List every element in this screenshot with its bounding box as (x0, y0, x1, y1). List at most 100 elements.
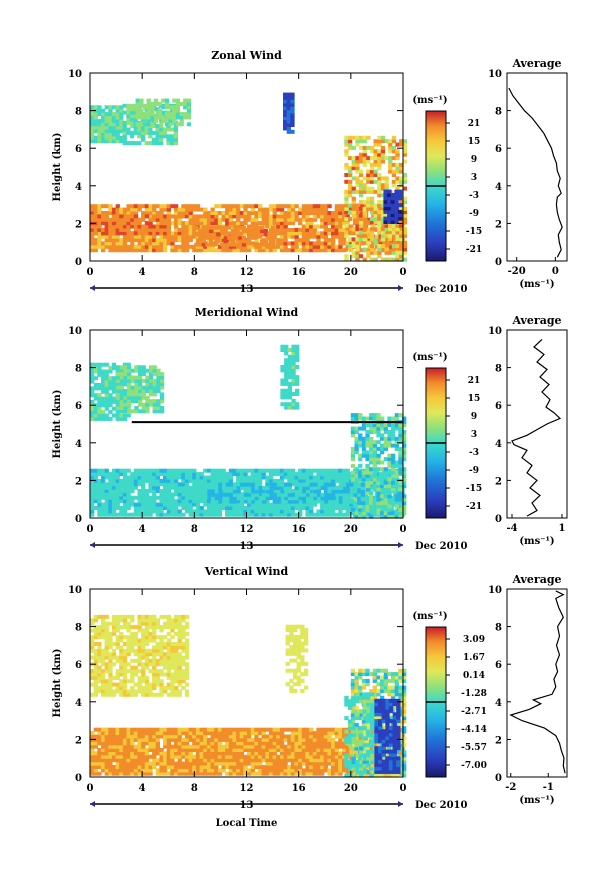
heatmap-cell (141, 512, 146, 517)
heatmap-cell (268, 472, 274, 477)
heatmap-cell (184, 221, 190, 226)
heatmap-cell (119, 744, 124, 749)
heatmap-cell (380, 220, 386, 225)
heatmap-cell (393, 238, 398, 243)
heatmap-cell (133, 478, 139, 483)
heatmap-cell (377, 156, 382, 161)
heatmap-cell (243, 499, 249, 504)
heatmap-cell (303, 641, 309, 646)
heatmap-cell (159, 489, 164, 493)
heatmap-cell (108, 399, 113, 404)
heatmap-cell (141, 642, 146, 646)
heatmap-cell (254, 502, 259, 507)
heatmap-cell (148, 365, 154, 370)
heatmap-cell (90, 118, 95, 123)
heatmap-cell (305, 204, 310, 209)
date-axis-arrow (90, 285, 95, 291)
heatmap-cell (156, 389, 161, 393)
heatmap-cell (97, 499, 102, 504)
heatmap-cell (170, 478, 175, 483)
heatmap-cell (218, 486, 223, 490)
heatmap-cell (111, 682, 117, 687)
heatmap-cell (142, 115, 148, 120)
heatmap-cell (402, 443, 407, 448)
heatmap-cell (155, 241, 160, 246)
heatmap-cell (395, 156, 400, 161)
heatmap-cell (93, 217, 98, 222)
heatmap-cell (163, 492, 168, 497)
colorbar-tick-label: 21 (468, 119, 481, 129)
heatmap-cell (104, 369, 109, 374)
heatmap-cell (170, 231, 175, 236)
heatmap-cell (230, 235, 236, 240)
heatmap-cell (199, 472, 204, 477)
heatmap-cell (323, 214, 328, 219)
heatmap-cell (256, 232, 261, 237)
average-x-axis-label: (ms⁻¹) (519, 279, 554, 290)
heatmap-cell (291, 361, 296, 366)
heatmap-cell (119, 227, 124, 232)
y-tick-label: 8 (75, 107, 82, 118)
heatmap-cell (338, 214, 343, 219)
heatmap-cell (210, 512, 215, 517)
heatmap-cell (130, 495, 135, 500)
heatmap-cell (358, 443, 363, 448)
heatmap-cell (327, 221, 332, 226)
heatmap-cell (387, 457, 392, 462)
heatmap-cell (188, 204, 193, 209)
heatmap-cell (348, 142, 353, 147)
heatmap-cell (342, 241, 347, 246)
heatmap-cell (188, 468, 193, 473)
heatmap-cell (104, 686, 109, 690)
heatmap-cell (137, 642, 142, 646)
heatmap-cell (312, 475, 318, 480)
heatmap-cell (261, 468, 266, 473)
heatmap-cell (126, 679, 131, 684)
heatmap-cell (358, 457, 363, 462)
heatmap-cell (144, 675, 150, 680)
heatmap-cell (126, 207, 131, 212)
heatmap-cell (369, 162, 375, 167)
heatmap-cell (152, 614, 157, 619)
heatmap-cell (355, 159, 360, 164)
heatmap-cell (181, 669, 186, 674)
heatmap-cell (283, 244, 288, 249)
heatmap-cell (126, 248, 131, 253)
heatmap-cell (338, 468, 343, 473)
heatmap-cell (198, 239, 203, 244)
heatmap-cell (327, 214, 332, 219)
heatmap-cell (284, 489, 289, 494)
heatmap-cell (243, 211, 248, 215)
heatmap-cell (181, 207, 186, 212)
heatmap-cell (258, 221, 263, 226)
heatmap-cell (389, 231, 394, 236)
heatmap-cell (335, 486, 340, 490)
heatmap-cell (344, 223, 349, 228)
heatmap-cell (239, 468, 244, 473)
heatmap-cell (402, 477, 407, 482)
heatmap-cell (372, 450, 377, 455)
heatmap-cell (398, 213, 403, 218)
heatmap-cell (305, 512, 310, 517)
heatmap-cell (152, 217, 157, 222)
heatmap-cell (345, 244, 350, 249)
heatmap-cell (148, 382, 154, 387)
heatmap-cell (181, 234, 186, 239)
heatmap-cell (269, 496, 274, 501)
heatmap-cell (104, 692, 109, 697)
heatmap-cell (137, 771, 142, 776)
heatmap-cell (181, 686, 186, 690)
heatmap-cell (309, 486, 314, 490)
heatmap-cell (350, 453, 356, 458)
heatmap-cell (283, 475, 288, 480)
heatmap-cell (90, 682, 95, 687)
heatmap-cell (164, 122, 170, 127)
heatmap-cell (199, 512, 204, 517)
heatmap-cell (148, 754, 153, 759)
heatmap-cell (309, 234, 314, 239)
heatmap-cell (148, 127, 153, 132)
heatmap-cell (108, 396, 113, 401)
heatmap-cell (276, 238, 281, 243)
heatmap-cell (323, 478, 328, 483)
heatmap-cell (369, 450, 374, 455)
